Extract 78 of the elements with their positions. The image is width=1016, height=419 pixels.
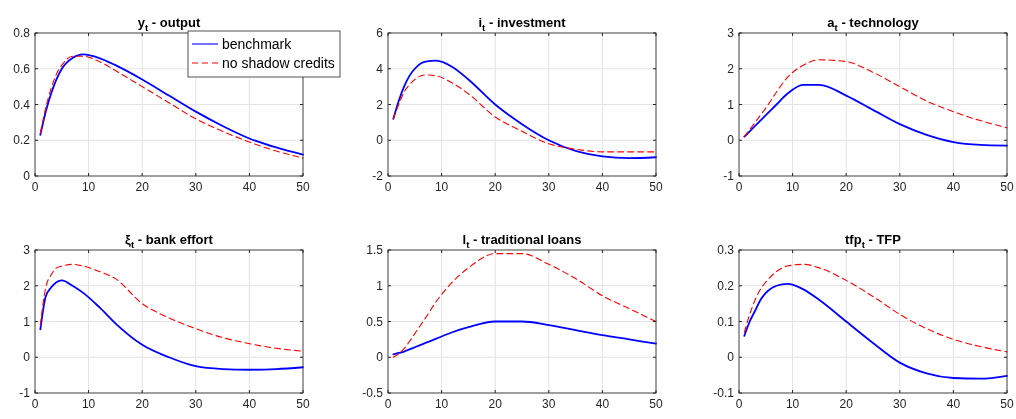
- line-series: [743, 283, 1008, 380]
- y-tick-label: 6: [376, 26, 384, 40]
- y-tick-label: 0: [727, 133, 735, 148]
- y-tick-label: 0.2: [13, 133, 31, 148]
- x-tick-label: 30: [542, 180, 556, 194]
- x-tick-label: 50: [649, 180, 663, 194]
- line-series: [743, 83, 1008, 147]
- y-tick-label: 0.4: [13, 97, 31, 112]
- y-tick-label: 0.6: [13, 61, 31, 76]
- x-tick-label: 30: [893, 180, 907, 194]
- x-tick-label: 20: [839, 180, 854, 194]
- x-tick-label: 40: [242, 397, 257, 411]
- y-tick-label: 1: [23, 314, 31, 329]
- line-series: [39, 263, 304, 352]
- y-tick-label: 0: [23, 350, 31, 365]
- line-series: [743, 59, 1008, 138]
- y-tick-label: 0: [376, 133, 384, 148]
- y-tick-label: 0: [376, 350, 384, 365]
- y-tick-label: 0: [727, 350, 735, 365]
- y-tick-label: 3: [23, 243, 31, 257]
- x-tick-label: 10: [81, 397, 96, 411]
- chart-title: tfp$_{t}$ - TFP: [845, 232, 902, 250]
- x-tick-label: 30: [542, 397, 556, 411]
- x-tick-label: 20: [839, 397, 854, 411]
- y-tick-label: 0.1: [717, 314, 735, 329]
- x-tick-label: 10: [785, 397, 800, 411]
- y-tick-label: -1: [19, 386, 31, 400]
- line-series: [392, 253, 657, 358]
- x-tick-label: 20: [135, 180, 150, 194]
- x-tick-label: 40: [946, 180, 961, 194]
- x-tick-label: 40: [595, 397, 610, 411]
- line-series: [392, 59, 657, 160]
- y-tick-label: 0.8: [13, 26, 31, 40]
- y-tick-label: 2: [727, 61, 735, 76]
- line-series: [392, 320, 657, 356]
- x-tick-label: 30: [189, 397, 203, 411]
- chart-title: ξ$_{t}$ - bank effort: [125, 232, 214, 250]
- line-series: [743, 263, 1008, 353]
- x-tick-label: 40: [946, 397, 961, 411]
- x-tick-label: 50: [296, 397, 310, 411]
- y-tick-label: 4: [376, 61, 384, 76]
- y-tick-label: 0.5: [366, 314, 384, 329]
- x-tick-label: 10: [434, 397, 449, 411]
- chart-title: l$_{t}$ - traditional loans: [462, 232, 582, 250]
- y-tick-label: 1: [376, 278, 384, 293]
- y-tick-label: -2: [372, 169, 384, 183]
- x-tick-label: 40: [595, 180, 610, 194]
- line-series: [392, 74, 657, 153]
- x-tick-label: 50: [296, 180, 310, 194]
- x-tick-label: 10: [434, 180, 449, 194]
- x-tick-label: 10: [785, 180, 800, 194]
- x-tick-label: 30: [893, 397, 907, 411]
- y-tick-label: 2: [23, 278, 31, 293]
- legend-label: no shadow credits: [222, 55, 335, 71]
- chart-title: y$_{t}$ - output: [137, 15, 201, 33]
- x-tick-label: 30: [189, 180, 203, 194]
- y-tick-label: 3: [727, 26, 735, 40]
- x-tick-label: 10: [81, 180, 96, 194]
- chart-title: a$_{t}$ - technology: [827, 15, 920, 33]
- x-tick-label: 20: [135, 397, 150, 411]
- y-tick-label: 0.3: [717, 243, 735, 257]
- y-tick-label: -0.1: [713, 386, 735, 400]
- chart-title: i$_{t}$ - investment: [478, 15, 567, 33]
- x-tick-label: 50: [1000, 397, 1014, 411]
- y-tick-label: 0.2: [717, 278, 735, 293]
- y-tick-label: 1.5: [366, 243, 384, 257]
- y-tick-label: 2: [376, 97, 384, 112]
- x-tick-label: 20: [488, 180, 503, 194]
- legend-label: benchmark: [222, 36, 293, 52]
- y-tick-label: 0: [23, 169, 31, 183]
- x-tick-label: 20: [488, 397, 503, 411]
- x-tick-label: 50: [1000, 180, 1014, 194]
- y-tick-label: -0.5: [362, 386, 384, 400]
- line-series: [39, 279, 304, 371]
- y-tick-label: 1: [727, 97, 735, 112]
- x-tick-label: 50: [649, 397, 663, 411]
- y-tick-label: -1: [723, 169, 735, 183]
- x-tick-label: 40: [242, 180, 257, 194]
